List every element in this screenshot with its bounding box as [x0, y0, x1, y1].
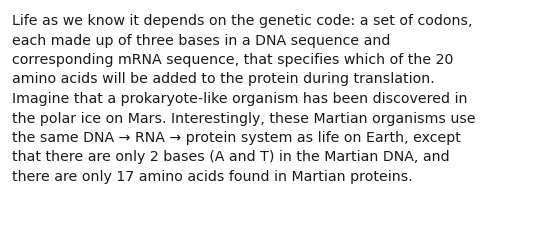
- Text: Life as we know it depends on the genetic code: a set of codons,
each made up of: Life as we know it depends on the geneti…: [12, 14, 475, 183]
